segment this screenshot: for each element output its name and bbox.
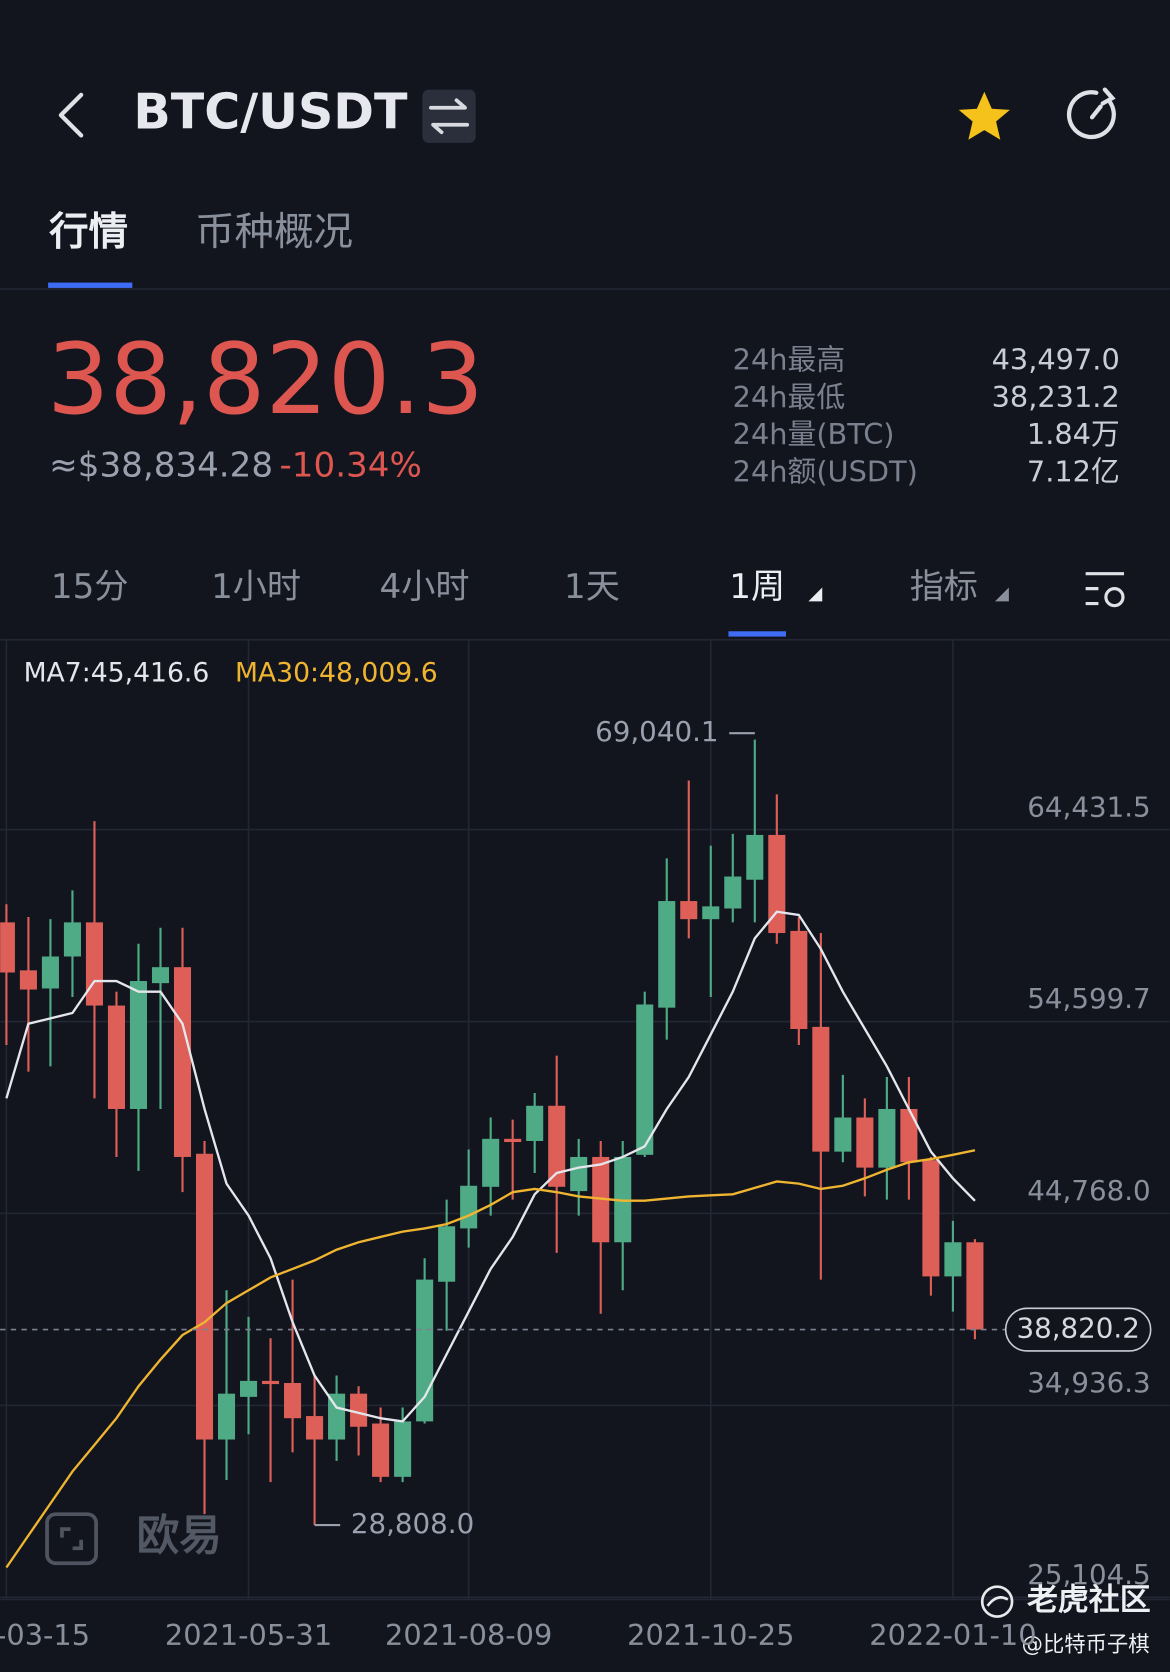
legend-item: MA7:45,416.6	[24, 657, 210, 688]
candle-body	[856, 1117, 874, 1168]
candle-body	[812, 1026, 830, 1152]
x-tick-label: 2021-03-15	[0, 1618, 90, 1652]
candle-body	[350, 1393, 368, 1427]
candle-body	[151, 967, 170, 984]
candle-body	[878, 1108, 896, 1168]
legend-item: MA30:48,009.6	[235, 657, 438, 688]
candle-body	[570, 1156, 588, 1192]
community-logo	[980, 1585, 1014, 1618]
y-tick-label: 44,768.0	[1027, 1174, 1150, 1207]
candle-body	[41, 956, 59, 989]
x-tick-label: 2021-08-09	[385, 1618, 552, 1652]
candle-body	[394, 1421, 412, 1477]
candle-body	[658, 901, 676, 1008]
x-tick-label: 2021-05-31	[165, 1618, 332, 1652]
ma-line	[5, 910, 976, 1423]
last-price-tag	[1004, 1307, 1152, 1352]
candle-body	[217, 1393, 236, 1440]
candle-body	[548, 1105, 566, 1187]
brand-watermark: 欧易	[137, 1511, 222, 1561]
candle-body	[482, 1138, 500, 1187]
tab-indicator	[48, 282, 133, 288]
price-change: -10.34%	[279, 446, 421, 486]
y-tick-label: 25,104.5	[1027, 1558, 1150, 1591]
stat-value: 43,497.0	[992, 342, 1120, 376]
chart-settings[interactable]	[1085, 572, 1125, 608]
pair-title: BTC/USDT	[133, 83, 408, 141]
y-tick-label: 64,431.5	[1027, 790, 1150, 823]
candle-body	[19, 970, 37, 990]
candle-body	[834, 1117, 852, 1152]
stat-label: 24h量(BTC)	[733, 417, 895, 451]
refresh-button[interactable]	[1066, 87, 1116, 140]
stat-value: 7.12亿	[1027, 454, 1120, 488]
candle-body	[240, 1380, 258, 1397]
stat-label: 24h额(USDT)	[733, 454, 918, 488]
low-label: 28,808.0	[351, 1507, 474, 1540]
stat-label: 24h最低	[733, 380, 845, 414]
ma-line	[5, 1149, 976, 1569]
candle-body	[526, 1105, 544, 1141]
stat-value: 38,231.2	[992, 380, 1120, 414]
chart	[0, 639, 1170, 1600]
candle-body	[85, 922, 103, 1006]
stat-label: 24h最高	[733, 342, 845, 376]
candle-body	[900, 1108, 918, 1163]
swap-button[interactable]	[422, 89, 476, 143]
author-watermark: @比特币子棋	[1022, 1632, 1150, 1657]
candle-body	[195, 1153, 214, 1440]
y-tick-label: 34,936.3	[1027, 1366, 1150, 1399]
candle-body	[636, 1004, 654, 1155]
x-tick-label: 2022-01-10	[869, 1618, 1036, 1652]
candle-body	[0, 922, 15, 973]
tab[interactable]: 币种概况	[195, 209, 353, 255]
favorite-star[interactable]	[958, 91, 1010, 140]
candle-body	[702, 906, 720, 920]
community-watermark: 老虎社区	[1027, 1582, 1151, 1618]
fullscreen-icon[interactable]	[45, 1512, 98, 1566]
back-button[interactable]	[58, 92, 84, 138]
candle-body	[746, 834, 764, 880]
interval[interactable]: 4小时	[380, 567, 470, 607]
candle-body	[416, 1279, 434, 1422]
interval[interactable]: 1小时	[211, 567, 301, 607]
candle-body	[504, 1138, 522, 1143]
interval[interactable]: 15分	[51, 567, 129, 607]
interval-indicator	[728, 631, 787, 637]
stat-value: 1.84万	[1027, 417, 1120, 451]
indicator-menu[interactable]: 指标	[910, 567, 978, 607]
tab-active[interactable]: 行情	[49, 209, 128, 255]
last-price: 38,820.3	[47, 323, 484, 437]
candle-body	[262, 1380, 280, 1385]
x-tick-label: 2021-10-25	[627, 1618, 794, 1652]
candle-body	[724, 876, 742, 909]
candle-body	[966, 1242, 984, 1330]
candle-body	[372, 1423, 390, 1477]
interval-active[interactable]: 1周	[729, 567, 785, 607]
candle-body	[129, 981, 148, 1109]
candle-body	[460, 1185, 478, 1229]
last-price-label: 38,820.2	[1016, 1312, 1139, 1345]
candle-body	[107, 1005, 125, 1109]
candle-body	[680, 901, 698, 920]
candle-body	[284, 1383, 302, 1419]
candle-body	[63, 922, 81, 957]
interval[interactable]: 1天	[564, 567, 620, 607]
candle-body	[944, 1242, 962, 1277]
candle-body	[306, 1416, 324, 1440]
stats: 24h最高 43,497.0 24h最低 38,231.2 24h量(BTC) 1.84万…	[733, 342, 1120, 488]
candle-body	[173, 967, 192, 1157]
candle-body	[328, 1393, 346, 1440]
candle-body	[790, 930, 808, 1029]
high-label: 69,040.1	[595, 715, 718, 748]
candle-body	[768, 834, 786, 934]
candle-body	[922, 1160, 940, 1277]
usd-price: ≈$38,834.28	[49, 446, 273, 486]
y-tick-label: 54,599.7	[1027, 982, 1150, 1015]
candle-body	[438, 1226, 456, 1282]
